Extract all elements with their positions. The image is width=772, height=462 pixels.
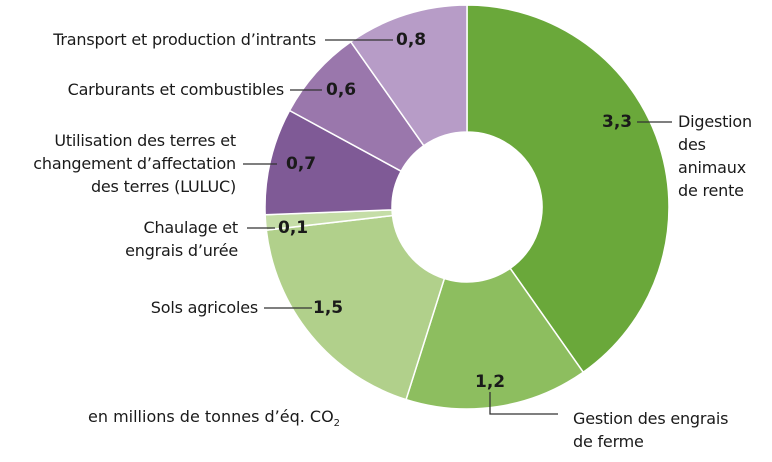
value-sols: 1,5	[313, 298, 344, 318]
label-carburants: Carburants et combustibles	[67, 80, 285, 99]
unit-label: en millions de tonnes d’éq. CO2	[88, 407, 341, 430]
value-digestion: 3,3	[602, 112, 633, 132]
leader-lines	[243, 39, 672, 415]
label-gestion: Gestion des engrais de ferme	[573, 409, 729, 451]
label-sols: Sols agricoles	[150, 298, 258, 317]
value-transport: 0,8	[396, 30, 427, 50]
value-luluc: 0,7	[286, 154, 317, 174]
donut-slice	[265, 214, 446, 401]
label-chaulage: Chaulage et engrais d’urée	[125, 218, 238, 260]
label-transport: Transport et production d’intrants	[53, 30, 316, 49]
label-luluc: Utilisation des terres et changement d’a…	[33, 131, 236, 196]
donut-slice	[405, 267, 585, 410]
value-carburants: 0,6	[326, 80, 357, 100]
value-chaulage: 0,1	[278, 218, 309, 238]
value-gestion: 1,2	[475, 372, 506, 392]
leader-gestion	[489, 392, 558, 415]
label-digestion: Digestion des animaux de rente	[678, 112, 752, 200]
donut-slices	[264, 4, 670, 410]
donut-slice	[466, 4, 670, 374]
